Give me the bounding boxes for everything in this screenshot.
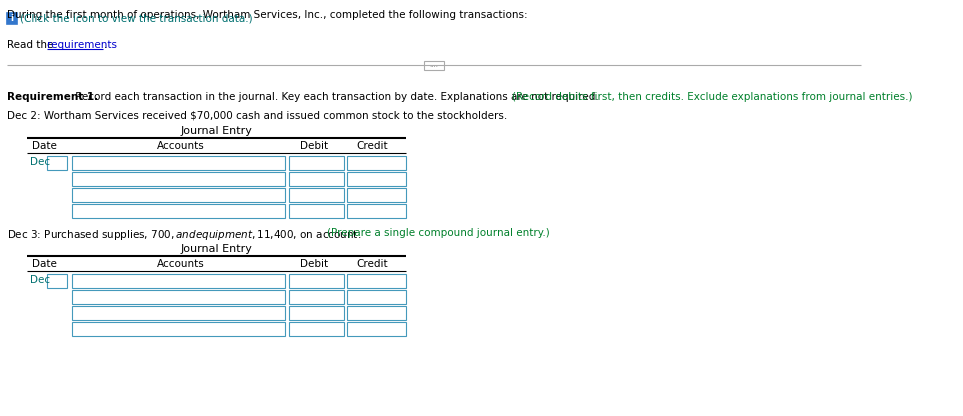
Bar [348,156,405,170]
Text: Debit: Debit [299,141,328,151]
Text: Date: Date [32,141,57,151]
Bar [348,322,405,336]
Bar [72,188,285,202]
Bar [289,290,344,304]
Text: Record each transaction in the journal. Key each transaction by date. Explanatio: Record each transaction in the journal. … [72,92,602,102]
Text: ....: .... [429,62,438,68]
Bar [424,60,444,69]
Text: (Click the icon to view the transaction data.): (Click the icon to view the transaction … [20,13,252,23]
Bar [47,274,66,288]
Bar [47,156,66,170]
Bar [289,322,344,336]
Bar [72,274,285,288]
Text: Accounts: Accounts [157,141,204,151]
Bar [72,204,285,218]
Bar [289,204,344,218]
Bar [72,306,285,320]
Bar [348,188,405,202]
Bar [348,204,405,218]
Bar [348,290,405,304]
Text: Requirement 1.: Requirement 1. [7,92,98,102]
Text: Credit: Credit [356,259,388,269]
Text: During the first month of operations, Wortham Services, Inc., completed the foll: During the first month of operations, Wo… [7,10,528,20]
Text: i: i [11,14,13,23]
Text: Read the: Read the [7,40,57,50]
Bar [289,156,344,170]
Bar [289,274,344,288]
Text: .: . [104,40,107,50]
Bar [348,274,405,288]
Text: Journal Entry: Journal Entry [180,244,252,254]
Text: Dec: Dec [30,157,50,167]
Bar [348,172,405,186]
Text: Dec 2: Wortham Services received $70,000 cash and issued common stock to the sto: Dec 2: Wortham Services received $70,000… [7,110,508,120]
Bar [289,172,344,186]
Bar [72,172,285,186]
Bar [72,156,285,170]
Text: Dec 3: Purchased supplies, $700, and equipment, $11,400, on account.: Dec 3: Purchased supplies, $700, and equ… [7,228,362,242]
Text: Date: Date [32,259,57,269]
Bar [72,322,285,336]
Bar [348,306,405,320]
Text: Debit: Debit [299,259,328,269]
Text: (Prepare a single compound journal entry.): (Prepare a single compound journal entry… [327,228,550,238]
Bar [7,13,17,24]
Text: Dec: Dec [30,275,50,285]
Bar [289,306,344,320]
Text: Accounts: Accounts [157,259,204,269]
Bar [289,188,344,202]
Text: (Record debits first, then credits. Exclude explanations from journal entries.): (Record debits first, then credits. Excl… [512,92,913,102]
Text: requirements: requirements [47,40,117,50]
Text: Credit: Credit [356,141,388,151]
Bar [72,290,285,304]
Text: Journal Entry: Journal Entry [180,126,252,136]
